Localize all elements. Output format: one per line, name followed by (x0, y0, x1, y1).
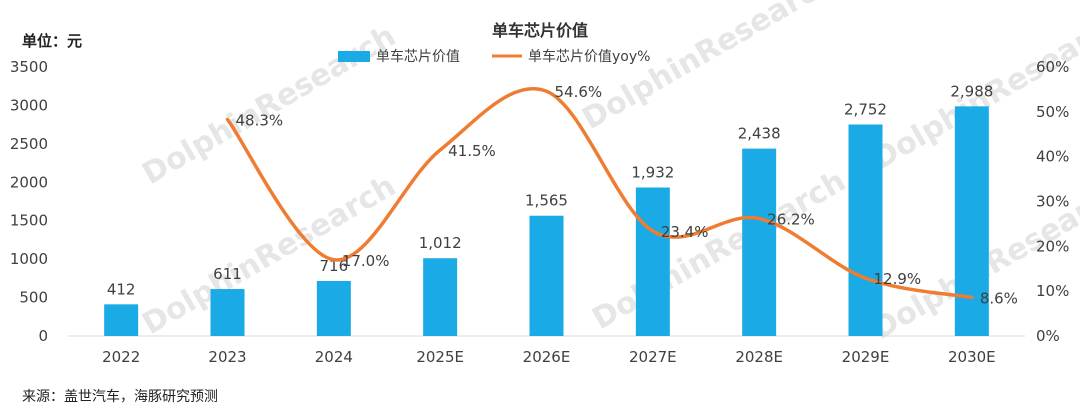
y-right-tick-label: 50% (1036, 103, 1069, 121)
chart-title: 单车芯片价值 (492, 21, 588, 40)
y-right-tick-label: 60% (1036, 58, 1069, 76)
x-tick-label: 2029E (842, 348, 890, 366)
bar-label: 2,752 (844, 100, 887, 118)
watermark-4: DolphinResearch (587, 164, 852, 337)
watermark-0: DolphinResearch (137, 19, 402, 192)
y-left-tick-label: 1500 (10, 212, 48, 230)
line-label: 54.6% (555, 83, 603, 101)
x-tick-label: 2022 (102, 348, 140, 366)
line-label: 26.2% (767, 211, 815, 229)
x-tick-label: 2025E (416, 348, 464, 366)
legend-bar-swatch (338, 51, 370, 62)
bar-label: 611 (213, 265, 242, 283)
bar (316, 280, 351, 336)
bar-label: 716 (320, 257, 349, 275)
unit-label: 单位：元 (22, 32, 83, 50)
bar (210, 289, 245, 336)
y-right-tick-label: 20% (1036, 237, 1069, 255)
x-tick-label: 2026E (523, 348, 571, 366)
yoy-line (225, 87, 974, 300)
y-right-tick-label: 10% (1036, 282, 1069, 300)
line-label: 48.3% (236, 111, 284, 129)
bar (635, 187, 670, 336)
source-label: 来源：盖世汽车，海豚研究预测 (22, 389, 218, 405)
y-right-tick-label: 0% (1036, 327, 1060, 345)
y-left-tick-label: 3500 (10, 58, 48, 76)
bar (848, 124, 883, 337)
legend-bar-label: 单车芯片价值 (376, 48, 460, 65)
x-tick-label: 2028E (735, 348, 783, 366)
y-right-tick-label: 40% (1036, 148, 1069, 166)
bar (529, 215, 564, 336)
y-right-tick-label: 30% (1036, 193, 1069, 211)
x-tick-label: 2023 (208, 348, 246, 366)
y-left-tick-label: 3000 (10, 96, 48, 114)
bar-label: 2,438 (738, 125, 781, 143)
line-label: 17.0% (342, 252, 390, 270)
bar (104, 304, 139, 336)
x-tick-label: 2027E (629, 348, 677, 366)
bar-label: 2,988 (950, 82, 993, 100)
legend-line-label: 单车芯片价值yoy% (528, 48, 650, 65)
x-tick-label: 2030E (948, 348, 996, 366)
y-left-tick-label: 0 (38, 327, 48, 345)
bar-label: 412 (107, 280, 136, 298)
bar (423, 258, 458, 336)
y-left-tick-label: 500 (19, 289, 48, 307)
watermark-1: DolphinResearch (577, 0, 842, 137)
line-label: 41.5% (448, 142, 496, 160)
line-label: 23.4% (661, 223, 709, 241)
y-left-tick-label: 2500 (10, 135, 48, 153)
bar-label: 1,565 (525, 192, 568, 210)
bar (742, 148, 777, 336)
x-tick-label: 2024 (315, 348, 353, 366)
y-left-tick-label: 2000 (10, 173, 48, 191)
y-left-tick-label: 1000 (10, 250, 48, 268)
line-label: 8.6% (980, 289, 1018, 307)
bar-label: 1,012 (419, 234, 462, 252)
line-label: 12.9% (874, 270, 922, 288)
bar-label: 1,932 (631, 164, 674, 182)
